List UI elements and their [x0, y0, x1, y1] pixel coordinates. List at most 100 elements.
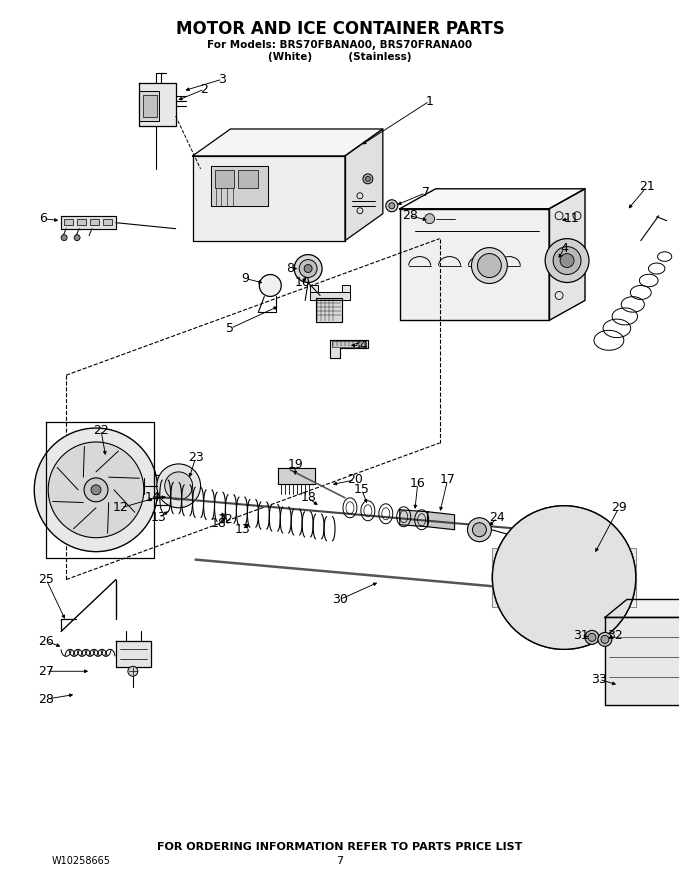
Text: 30: 30: [332, 593, 348, 606]
Text: 13: 13: [235, 524, 250, 536]
Bar: [77, 219, 86, 224]
Bar: [143, 95, 157, 117]
Text: 10: 10: [294, 276, 310, 289]
Text: 28: 28: [38, 693, 54, 706]
Text: 16: 16: [410, 477, 426, 490]
Text: 21: 21: [639, 180, 655, 194]
Polygon shape: [400, 510, 428, 527]
Text: 17: 17: [440, 473, 456, 487]
Text: 14: 14: [145, 491, 160, 504]
Circle shape: [61, 235, 67, 240]
Circle shape: [545, 238, 589, 282]
Polygon shape: [192, 156, 345, 240]
Polygon shape: [400, 189, 585, 209]
Polygon shape: [116, 642, 151, 667]
Polygon shape: [342, 285, 350, 292]
Text: 13: 13: [151, 511, 167, 524]
Polygon shape: [139, 92, 158, 121]
Polygon shape: [310, 285, 318, 292]
Text: 5: 5: [226, 322, 235, 335]
Text: 8: 8: [286, 262, 294, 275]
Bar: [239, 170, 258, 187]
Polygon shape: [345, 129, 383, 240]
Text: 15: 15: [354, 483, 370, 496]
Bar: [90, 219, 99, 224]
Polygon shape: [316, 298, 342, 322]
Circle shape: [259, 275, 282, 297]
Text: 23: 23: [188, 451, 203, 465]
Polygon shape: [330, 341, 368, 358]
Text: 20: 20: [347, 473, 363, 487]
Bar: [64, 219, 73, 224]
Circle shape: [34, 428, 158, 552]
Circle shape: [48, 442, 143, 538]
Circle shape: [532, 546, 596, 610]
Circle shape: [424, 214, 435, 224]
Text: 7: 7: [337, 855, 343, 866]
Circle shape: [550, 563, 578, 591]
Circle shape: [558, 572, 570, 583]
Text: 29: 29: [611, 502, 627, 514]
Text: 9: 9: [241, 272, 250, 285]
Circle shape: [304, 265, 312, 273]
Polygon shape: [211, 165, 269, 206]
Polygon shape: [428, 512, 454, 530]
Circle shape: [299, 260, 317, 277]
Text: 6: 6: [39, 212, 47, 225]
Circle shape: [365, 176, 371, 181]
Text: 33: 33: [591, 672, 607, 686]
Circle shape: [588, 634, 596, 642]
Text: 25: 25: [38, 573, 54, 586]
Bar: [332, 341, 366, 348]
Text: FOR ORDERING INFORMATION REFER TO PARTS PRICE LIST: FOR ORDERING INFORMATION REFER TO PARTS …: [157, 841, 523, 852]
Bar: [214, 170, 235, 187]
Circle shape: [84, 478, 108, 502]
Circle shape: [389, 202, 395, 209]
Polygon shape: [525, 583, 537, 596]
Polygon shape: [400, 209, 549, 320]
Text: 11: 11: [563, 212, 579, 225]
Bar: [103, 219, 112, 224]
Circle shape: [473, 523, 486, 537]
Polygon shape: [278, 468, 315, 484]
Polygon shape: [605, 618, 680, 705]
Circle shape: [517, 548, 528, 559]
Circle shape: [128, 666, 138, 676]
Circle shape: [600, 597, 611, 606]
Circle shape: [294, 254, 322, 282]
Circle shape: [91, 485, 101, 495]
Text: 2: 2: [201, 83, 209, 96]
Polygon shape: [192, 129, 383, 156]
Text: 27: 27: [38, 664, 54, 678]
Text: 34: 34: [352, 339, 368, 352]
Circle shape: [492, 506, 636, 649]
Text: 12: 12: [218, 513, 233, 526]
Circle shape: [477, 253, 501, 277]
Text: 26: 26: [38, 634, 54, 648]
Circle shape: [553, 246, 581, 275]
Polygon shape: [139, 83, 175, 126]
Text: 24: 24: [490, 511, 505, 524]
Text: 7: 7: [422, 187, 430, 199]
Text: (White)          (Stainless): (White) (Stainless): [268, 52, 412, 62]
Text: MOTOR AND ICE CONTAINER PARTS: MOTOR AND ICE CONTAINER PARTS: [175, 20, 505, 39]
Text: 31: 31: [573, 629, 589, 642]
Polygon shape: [61, 216, 116, 229]
Polygon shape: [605, 599, 680, 618]
Circle shape: [467, 517, 492, 542]
Circle shape: [165, 472, 192, 500]
Text: W10258665: W10258665: [51, 855, 110, 866]
Polygon shape: [549, 189, 585, 320]
Circle shape: [507, 520, 622, 635]
Text: 1: 1: [426, 94, 434, 107]
Polygon shape: [310, 292, 350, 300]
Circle shape: [517, 597, 528, 606]
Text: 19: 19: [288, 458, 303, 472]
Circle shape: [560, 253, 574, 268]
Text: 18: 18: [211, 517, 226, 531]
Circle shape: [157, 464, 201, 508]
Circle shape: [74, 235, 80, 240]
Text: 28: 28: [402, 209, 418, 223]
Circle shape: [386, 200, 398, 212]
Polygon shape: [492, 547, 636, 607]
